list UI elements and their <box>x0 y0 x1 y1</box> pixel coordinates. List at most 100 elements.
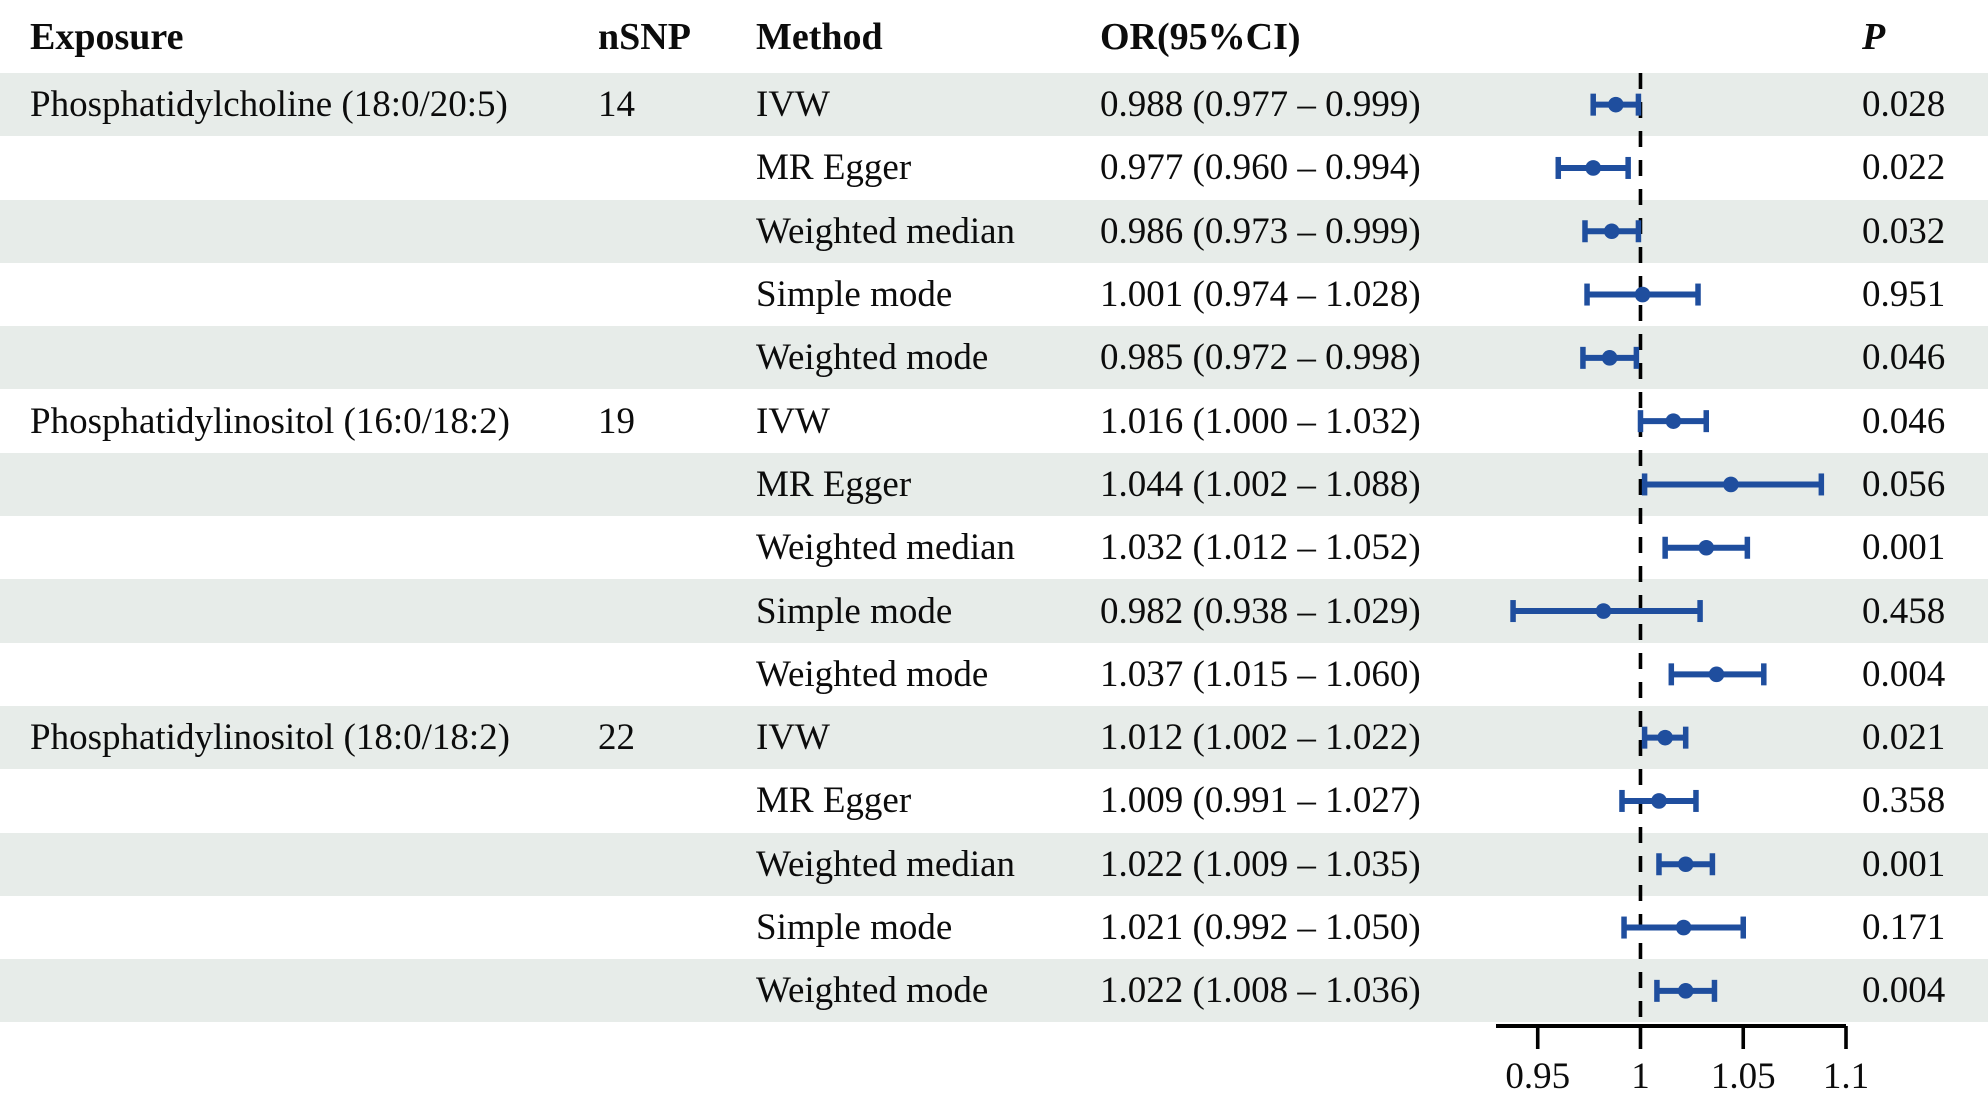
row-p-value: 0.046 <box>1862 337 1946 379</box>
row-or-ci: 1.021 (0.992 – 1.050) <box>1100 907 1421 948</box>
table-body: Phosphatidylcholine (18:0/20:5) 14 IVW 0… <box>0 73 1988 1023</box>
row-method: Weighted mode <box>756 970 989 1012</box>
row-p-value: 0.004 <box>1862 653 1946 695</box>
row-or-ci: 1.044 (1.002 – 1.088) <box>1100 463 1421 505</box>
table-row: MR Egger 1.009 (0.991 – 1.027) 0.358 <box>0 769 1988 832</box>
row-method: Weighted median <box>756 527 1016 569</box>
x-axis-tick-label: 1 <box>1631 1056 1650 1097</box>
row-or-ci: 0.982 (0.938 – 1.029) <box>1100 590 1421 632</box>
row-exposure <box>30 579 595 642</box>
row-exposure <box>30 263 595 326</box>
table-row: Weighted median 1.032 (1.012 – 1.052) 0.… <box>0 516 1988 579</box>
row-method: Weighted median <box>756 843 1016 885</box>
header-or-ci: OR(95%CI) <box>1100 15 1301 58</box>
row-method: Weighted median <box>756 210 1016 252</box>
table-header: Exposure nSNP Method OR(95%CI) P <box>0 0 1988 73</box>
table-row: Weighted mode 1.022 (1.008 – 1.036) 0.00… <box>0 959 1988 1023</box>
row-or-ci: 1.016 (1.000 – 1.032) <box>1100 400 1421 442</box>
row-p-value: 0.171 <box>1862 907 1946 948</box>
header-exposure: Exposure <box>30 15 184 58</box>
table-row: Phosphatidylinositol (18:0/18:2) 22 IVW … <box>0 705 1988 770</box>
row-nsnp <box>598 200 748 263</box>
row-exposure <box>30 833 595 896</box>
row-exposure: Phosphatidylinositol (18:0/18:2) <box>30 717 510 759</box>
row-nsnp: 22 <box>598 717 635 759</box>
row-exposure <box>30 326 595 389</box>
table-row: Weighted mode 0.985 (0.972 – 0.998) 0.04… <box>0 326 1988 390</box>
row-nsnp <box>598 263 748 326</box>
row-nsnp <box>598 516 748 579</box>
table-row: MR Egger 1.044 (1.002 – 1.088) 0.056 <box>0 452 1988 517</box>
row-nsnp <box>598 896 748 959</box>
row-p-value: 0.004 <box>1862 970 1946 1012</box>
row-p-value: 0.046 <box>1862 400 1946 442</box>
row-p-value: 0.022 <box>1862 147 1946 189</box>
table-row: MR Egger 0.977 (0.960 – 0.994) 0.022 <box>0 136 1988 199</box>
row-nsnp <box>598 833 748 896</box>
table-row: Simple mode 1.001 (0.974 – 1.028) 0.951 <box>0 263 1988 326</box>
row-exposure <box>30 453 595 516</box>
row-p-value: 0.458 <box>1862 590 1946 632</box>
row-exposure <box>30 769 595 832</box>
table-row: Weighted median 0.986 (0.973 – 0.999) 0.… <box>0 199 1988 263</box>
table-row: Phosphatidylinositol (16:0/18:2) 19 IVW … <box>0 389 1988 452</box>
row-or-ci: 1.022 (1.008 – 1.036) <box>1100 970 1421 1012</box>
row-method: MR Egger <box>756 147 912 189</box>
x-axis-tick-label: 1.05 <box>1711 1056 1776 1097</box>
row-method: IVW <box>756 400 830 442</box>
row-p-value: 0.028 <box>1862 84 1946 126</box>
row-nsnp <box>598 959 748 1022</box>
header-method: Method <box>756 15 883 58</box>
row-or-ci: 1.037 (1.015 – 1.060) <box>1100 653 1421 695</box>
table-row: Simple mode 1.021 (0.992 – 1.050) 0.171 <box>0 896 1988 959</box>
x-axis-tick-label: 1.1 <box>1823 1056 1869 1097</box>
table-row: Weighted mode 1.037 (1.015 – 1.060) 0.00… <box>0 643 1988 706</box>
row-exposure: Phosphatidylcholine (18:0/20:5) <box>30 84 508 126</box>
row-exposure <box>30 136 595 199</box>
header-nsnp: nSNP <box>598 15 691 58</box>
x-axis-tick-label: 0.95 <box>1505 1056 1570 1097</box>
row-p-value: 0.032 <box>1862 210 1946 252</box>
row-exposure <box>30 200 595 263</box>
row-nsnp: 14 <box>598 84 635 126</box>
row-nsnp: 19 <box>598 400 635 442</box>
row-exposure <box>30 896 595 959</box>
row-or-ci: 0.977 (0.960 – 0.994) <box>1100 147 1421 189</box>
row-method: MR Egger <box>756 463 912 505</box>
row-p-value: 0.021 <box>1862 717 1946 759</box>
row-method: IVW <box>756 717 830 759</box>
row-or-ci: 1.009 (0.991 – 1.027) <box>1100 780 1421 822</box>
row-nsnp <box>598 136 748 199</box>
row-or-ci: 1.001 (0.974 – 1.028) <box>1100 274 1421 316</box>
row-p-value: 0.001 <box>1862 843 1946 885</box>
row-method: Weighted mode <box>756 653 989 695</box>
row-p-value: 0.951 <box>1862 274 1946 316</box>
row-nsnp <box>598 769 748 832</box>
row-or-ci: 0.988 (0.977 – 0.999) <box>1100 84 1421 126</box>
row-or-ci: 0.985 (0.972 – 0.998) <box>1100 337 1421 379</box>
header-p: P <box>1862 15 1886 58</box>
row-p-value: 0.001 <box>1862 527 1946 569</box>
row-or-ci: 1.012 (1.002 – 1.022) <box>1100 717 1421 759</box>
row-method: Weighted mode <box>756 337 989 379</box>
row-method: Simple mode <box>756 907 953 948</box>
row-nsnp <box>598 643 748 706</box>
table-row: Simple mode 0.982 (0.938 – 1.029) 0.458 <box>0 579 1988 643</box>
row-p-value: 0.358 <box>1862 780 1946 822</box>
row-p-value: 0.056 <box>1862 463 1946 505</box>
table-row: Weighted median 1.022 (1.009 – 1.035) 0.… <box>0 832 1988 896</box>
row-nsnp <box>598 326 748 389</box>
row-or-ci: 1.022 (1.009 – 1.035) <box>1100 843 1421 885</box>
row-or-ci: 1.032 (1.012 – 1.052) <box>1100 527 1421 569</box>
row-method: Simple mode <box>756 274 953 316</box>
row-exposure <box>30 516 595 579</box>
row-nsnp <box>598 579 748 642</box>
row-or-ci: 0.986 (0.973 – 0.999) <box>1100 210 1421 252</box>
row-nsnp <box>598 453 748 516</box>
row-method: IVW <box>756 84 830 126</box>
row-exposure: Phosphatidylinositol (16:0/18:2) <box>30 400 510 442</box>
row-exposure <box>30 643 595 706</box>
row-method: MR Egger <box>756 780 912 822</box>
row-method: Simple mode <box>756 590 953 632</box>
